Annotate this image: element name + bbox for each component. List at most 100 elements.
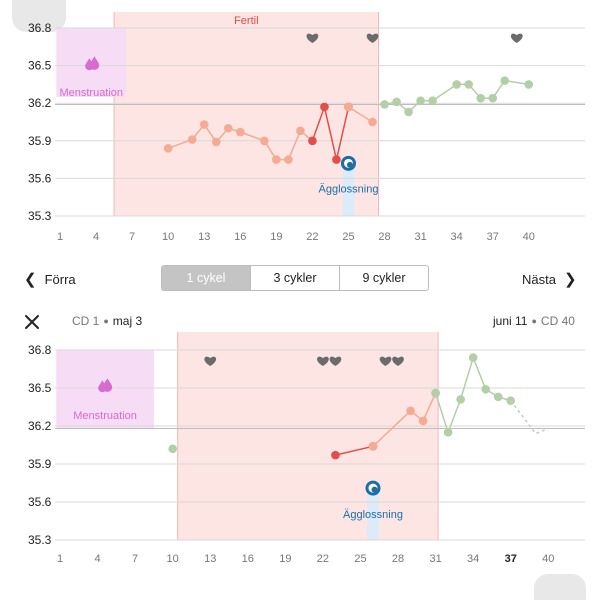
y-tick-label: 35.9 bbox=[28, 457, 52, 471]
chevron-left-icon: ❮ bbox=[24, 271, 37, 288]
temperature-point bbox=[332, 155, 341, 164]
ovulation-marker-core bbox=[371, 486, 378, 493]
drop-shape bbox=[102, 378, 113, 392]
dot-separator: ● bbox=[531, 316, 537, 326]
temperature-line bbox=[510, 400, 549, 435]
next-cycle-button[interactable]: Nästa ❯ bbox=[522, 264, 577, 294]
temperature-chart-bottom: 36.8 36.5 36.2 35.9 35.6 35.3 1 4 7 10 13 16 19 22 25 2… bbox=[28, 332, 585, 565]
x-tick-label: 31 bbox=[414, 231, 426, 243]
x-tick-label: 1 bbox=[57, 553, 63, 565]
intercourse-heart-icon bbox=[510, 33, 523, 43]
next-label: Nästa bbox=[522, 271, 556, 287]
x-tick-label: 34 bbox=[451, 231, 463, 243]
temperature-point bbox=[211, 137, 221, 147]
previous-label: Förra bbox=[44, 271, 76, 287]
temperature-point bbox=[431, 388, 440, 398]
y-tick-label: 36.5 bbox=[28, 381, 52, 395]
temperature-point bbox=[464, 80, 473, 89]
temperature-point bbox=[481, 384, 490, 394]
intercourse-heart-icon bbox=[366, 33, 379, 43]
temperature-point bbox=[468, 353, 478, 362]
ovulation-label: Ägglossning bbox=[343, 509, 403, 521]
cycle-end-info: juni 11 ● CD 40 bbox=[493, 314, 575, 328]
cycle-start-info: CD 1 ● maj 3 bbox=[72, 314, 142, 328]
x-tick-label: 19 bbox=[270, 231, 282, 243]
cycle-count-selector: 1 cykel 3 cykler 9 cykler bbox=[161, 265, 429, 291]
y-tick-label: 35.6 bbox=[28, 171, 52, 185]
x-tick-label: 7 bbox=[132, 553, 138, 565]
x-tick-label: 1 bbox=[57, 231, 63, 243]
temperature-line bbox=[311, 104, 350, 160]
x-tick-label: 4 bbox=[94, 553, 100, 565]
x-tick-label: 16 bbox=[242, 553, 254, 565]
x-tick-label: 28 bbox=[378, 231, 390, 243]
y-tick-label: 35.3 bbox=[28, 209, 52, 223]
x-tick-label: 34 bbox=[467, 553, 479, 565]
fertile-window-band bbox=[114, 12, 379, 216]
y-tick-label: 36.5 bbox=[28, 59, 52, 73]
temperature-line bbox=[348, 106, 373, 123]
temperature-point bbox=[506, 396, 516, 405]
tab-9-cycles[interactable]: 9 cykler bbox=[339, 266, 428, 290]
y-tick-label: 36.8 bbox=[28, 21, 52, 35]
x-tick-label: 4 bbox=[93, 231, 99, 243]
x-tick-label: 16 bbox=[234, 231, 246, 243]
start-cycle-day: CD 1 bbox=[72, 314, 100, 328]
intercourse-heart-icon bbox=[379, 356, 392, 366]
temperature-point bbox=[284, 155, 293, 164]
end-cycle-day: CD 40 bbox=[540, 314, 575, 328]
temperature-point bbox=[163, 144, 173, 153]
x-tick-label: 13 bbox=[198, 231, 210, 243]
x-tick-label: 31 bbox=[429, 553, 441, 565]
menstruation-label: Menstruation bbox=[59, 87, 123, 99]
temperature-point bbox=[443, 428, 453, 437]
close-icon[interactable] bbox=[22, 312, 42, 332]
ovulation-band bbox=[342, 163, 355, 216]
previous-cycle-button[interactable]: ❮ Förra bbox=[24, 264, 76, 294]
x-tick-label: 25 bbox=[342, 231, 354, 243]
intercourse-heart-icon bbox=[317, 356, 329, 366]
temperature-point bbox=[406, 406, 415, 416]
temperature-point bbox=[524, 80, 534, 89]
temperature-point bbox=[380, 100, 389, 109]
x-tick-label: 37 bbox=[487, 231, 499, 243]
tab-3-cycles[interactable]: 3 cykler bbox=[250, 266, 339, 290]
end-date: juni 11 bbox=[493, 314, 528, 328]
x-tick-label: 28 bbox=[392, 553, 404, 565]
temperature-point bbox=[404, 107, 413, 117]
temperature-point bbox=[418, 416, 428, 426]
tab-1-cycle[interactable]: 1 cykel bbox=[162, 266, 250, 290]
temperature-point bbox=[392, 97, 401, 107]
temperature-point bbox=[452, 80, 461, 89]
temperature-point bbox=[331, 450, 340, 460]
ovulation-band bbox=[367, 488, 379, 540]
fertile-label: Fertil bbox=[234, 15, 258, 27]
drop-shape bbox=[89, 56, 100, 70]
y-tick-label: 36.8 bbox=[28, 343, 52, 357]
temperature-point bbox=[260, 136, 269, 146]
y-tick-label: 36.2 bbox=[28, 419, 52, 433]
temperature-point bbox=[488, 93, 498, 103]
tab-label: 3 cykler bbox=[273, 271, 317, 285]
x-tick-label: 19 bbox=[279, 553, 291, 565]
top-scroll-handle[interactable] bbox=[12, 0, 66, 32]
temperature-point bbox=[168, 444, 177, 454]
x-tick-label: 25 bbox=[354, 553, 366, 565]
temperature-chart-top: 36.8 36.5 36.2 35.9 35.6 35.3 1 4 7 10 13 16 19 22 25 2… bbox=[28, 12, 585, 243]
x-tick-label: 10 bbox=[162, 231, 174, 243]
temperature-point bbox=[476, 93, 486, 103]
temperature-point bbox=[223, 123, 233, 133]
ovulation-label: Ägglossning bbox=[319, 183, 379, 195]
y-tick-label: 36.2 bbox=[28, 96, 52, 110]
tab-label: 9 cykler bbox=[362, 271, 406, 285]
temperature-point bbox=[416, 96, 425, 105]
x-tick-label: 40 bbox=[542, 553, 554, 565]
bottom-scroll-handle[interactable] bbox=[534, 574, 586, 600]
y-tick-label: 35.3 bbox=[28, 533, 52, 547]
intercourse-heart-icon bbox=[204, 356, 217, 366]
menstruation-label: Menstruation bbox=[73, 410, 137, 422]
menstruation-drop-icon bbox=[98, 378, 113, 393]
intercourse-heart-icon bbox=[306, 33, 319, 43]
start-date: maj 3 bbox=[112, 314, 143, 328]
fertile-window-band bbox=[177, 332, 439, 540]
